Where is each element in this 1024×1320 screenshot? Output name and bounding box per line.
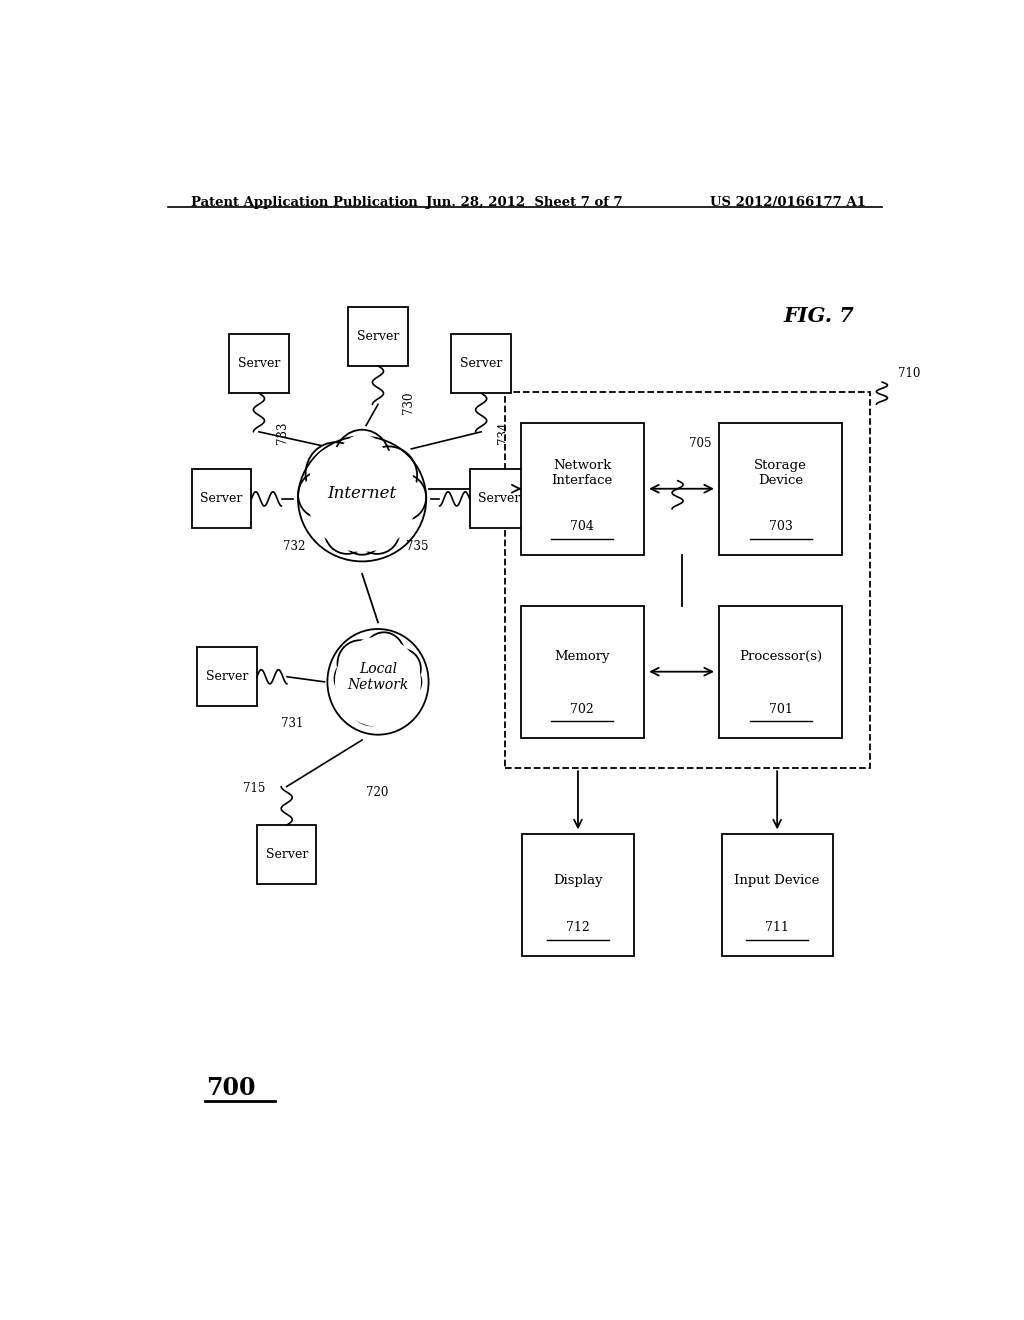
Ellipse shape bbox=[328, 511, 367, 550]
Text: 731: 731 bbox=[281, 718, 303, 730]
Text: Patent Application Publication: Patent Application Publication bbox=[191, 195, 418, 209]
Ellipse shape bbox=[351, 689, 393, 726]
Bar bbox=[229, 334, 289, 393]
Ellipse shape bbox=[364, 632, 404, 678]
Text: Storage
Device: Storage Device bbox=[755, 459, 807, 487]
Text: 711: 711 bbox=[765, 921, 790, 935]
Ellipse shape bbox=[388, 665, 422, 698]
Bar bbox=[348, 306, 408, 366]
Text: 700: 700 bbox=[206, 1076, 255, 1101]
Text: Processor(s): Processor(s) bbox=[739, 649, 822, 663]
Bar bbox=[521, 606, 644, 738]
Ellipse shape bbox=[341, 513, 383, 554]
Bar bbox=[505, 392, 870, 768]
Text: Input Device: Input Device bbox=[734, 874, 820, 887]
Text: Display: Display bbox=[553, 874, 603, 887]
Text: 704: 704 bbox=[570, 520, 594, 533]
Ellipse shape bbox=[301, 475, 340, 515]
Ellipse shape bbox=[367, 636, 401, 675]
Ellipse shape bbox=[307, 446, 417, 552]
Ellipse shape bbox=[334, 430, 391, 494]
Text: US 2012/0166177 A1: US 2012/0166177 A1 bbox=[711, 195, 866, 209]
Ellipse shape bbox=[298, 437, 426, 561]
Ellipse shape bbox=[328, 630, 429, 735]
Text: 733: 733 bbox=[276, 421, 290, 444]
Text: 710: 710 bbox=[898, 367, 921, 380]
Bar bbox=[521, 422, 644, 554]
Ellipse shape bbox=[325, 507, 370, 554]
Bar bbox=[522, 834, 634, 956]
Text: FIG. 7: FIG. 7 bbox=[783, 306, 854, 326]
Text: Local
Network: Local Network bbox=[347, 661, 409, 692]
Text: 703: 703 bbox=[769, 520, 793, 533]
Ellipse shape bbox=[335, 660, 368, 697]
Text: 702: 702 bbox=[570, 702, 594, 715]
Text: Memory: Memory bbox=[555, 649, 610, 663]
Text: Internet: Internet bbox=[328, 486, 396, 503]
Text: 701: 701 bbox=[769, 702, 793, 715]
Ellipse shape bbox=[358, 511, 396, 550]
Text: Server: Server bbox=[238, 358, 281, 370]
Ellipse shape bbox=[384, 478, 423, 517]
Text: 734: 734 bbox=[497, 421, 510, 444]
Text: 705: 705 bbox=[689, 437, 712, 450]
Ellipse shape bbox=[338, 434, 386, 488]
Ellipse shape bbox=[390, 668, 419, 696]
Ellipse shape bbox=[386, 652, 418, 685]
Text: Server: Server bbox=[356, 330, 399, 343]
Ellipse shape bbox=[298, 471, 343, 517]
Ellipse shape bbox=[344, 516, 380, 552]
Text: 720: 720 bbox=[367, 785, 388, 799]
Text: Server: Server bbox=[478, 492, 520, 506]
Ellipse shape bbox=[338, 640, 383, 686]
Text: Server: Server bbox=[460, 358, 503, 370]
Text: Jun. 28, 2012  Sheet 7 of 7: Jun. 28, 2012 Sheet 7 of 7 bbox=[426, 195, 624, 209]
Bar bbox=[722, 834, 833, 956]
Ellipse shape bbox=[383, 649, 421, 689]
Bar bbox=[198, 647, 257, 706]
Ellipse shape bbox=[341, 644, 379, 682]
Ellipse shape bbox=[354, 507, 399, 554]
Text: Server: Server bbox=[201, 492, 243, 506]
Bar bbox=[452, 334, 511, 393]
Bar bbox=[470, 470, 529, 528]
Ellipse shape bbox=[335, 638, 421, 727]
Bar bbox=[719, 606, 842, 738]
Ellipse shape bbox=[305, 442, 366, 506]
Text: 732: 732 bbox=[284, 540, 305, 553]
Bar bbox=[719, 422, 842, 554]
Ellipse shape bbox=[354, 692, 390, 722]
Text: Server: Server bbox=[206, 671, 249, 684]
Bar bbox=[191, 470, 252, 528]
Ellipse shape bbox=[337, 663, 366, 694]
Text: Network
Interface: Network Interface bbox=[552, 459, 613, 487]
Text: 715: 715 bbox=[243, 781, 265, 795]
Text: 735: 735 bbox=[407, 540, 429, 553]
Ellipse shape bbox=[359, 446, 417, 504]
Ellipse shape bbox=[381, 474, 426, 520]
Bar bbox=[257, 825, 316, 884]
Ellipse shape bbox=[365, 450, 413, 500]
Ellipse shape bbox=[310, 447, 361, 500]
Text: 730: 730 bbox=[401, 391, 415, 413]
Text: Server: Server bbox=[265, 849, 308, 861]
Text: 712: 712 bbox=[566, 921, 590, 935]
